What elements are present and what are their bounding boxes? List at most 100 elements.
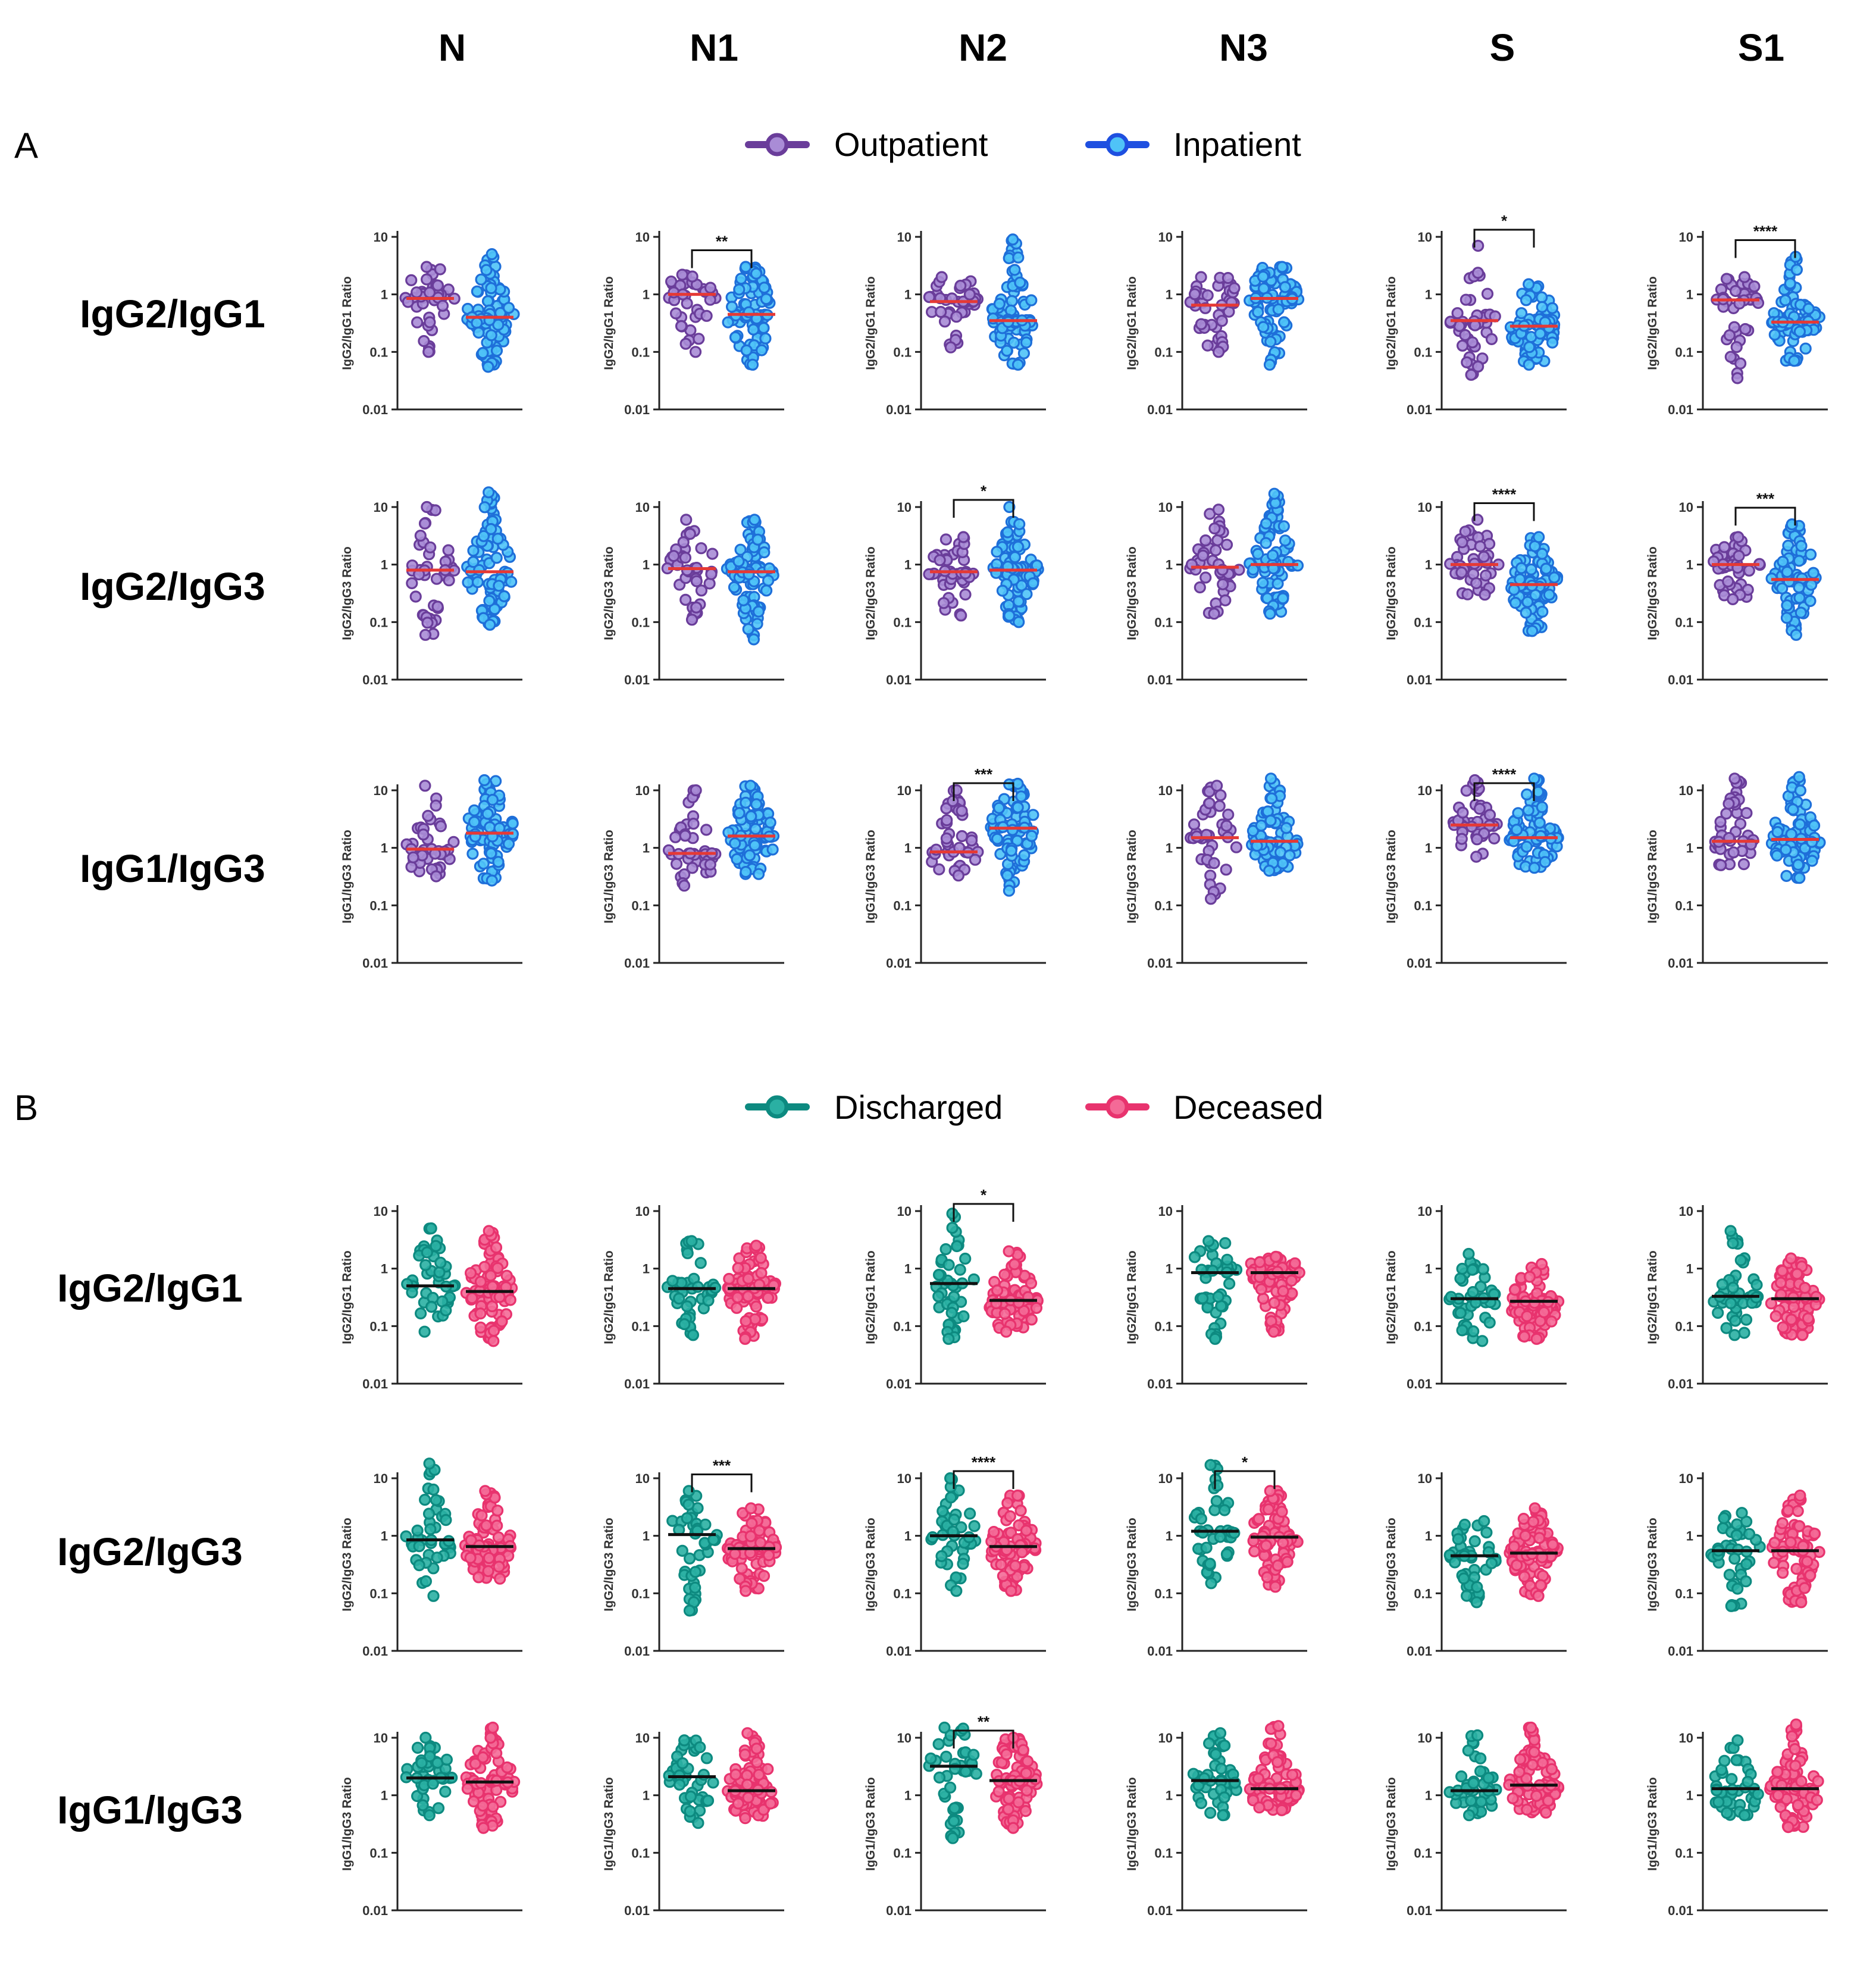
group1-point (1471, 1729, 1484, 1742)
group1-point (1718, 1512, 1730, 1525)
group1-point (1743, 564, 1755, 577)
y-tick-label: 1 (1166, 287, 1173, 302)
group2-point (490, 552, 503, 564)
group1-point (416, 1799, 429, 1812)
y-tick-label: 1 (904, 841, 912, 856)
group2-point (732, 1797, 744, 1810)
group2-point (733, 807, 746, 819)
group2-point (1523, 1271, 1536, 1283)
y-tick-label: 0.1 (1414, 1319, 1432, 1334)
group1-point (1199, 571, 1212, 584)
group1-point (1750, 1278, 1763, 1291)
group2-point (729, 1547, 741, 1560)
group1-point (1195, 318, 1208, 330)
y-tick-label: 0.01 (1407, 1903, 1432, 1918)
group1-point (430, 870, 443, 883)
group2-point (1525, 563, 1537, 576)
group2-point (1015, 790, 1028, 803)
group2-point (1785, 1313, 1797, 1326)
group1-point (956, 830, 968, 843)
group2-point (1777, 1566, 1789, 1579)
group1-point (1723, 329, 1736, 342)
group1-point (1210, 1495, 1223, 1507)
y-axis-title: IgG2/IgG1 Ratio (1385, 1250, 1398, 1344)
group1-point (1208, 857, 1220, 869)
group1-point (952, 869, 965, 882)
group2-point (729, 837, 741, 850)
group1-point (687, 1329, 700, 1341)
group2-point (491, 1504, 504, 1517)
group2-point (740, 796, 752, 809)
y-tick-label: 0.01 (1147, 402, 1173, 417)
y-tick-label: 1 (1425, 287, 1432, 302)
column-header-s1: S1 (1738, 26, 1784, 69)
group1-point (1456, 1262, 1468, 1275)
group1-point (1466, 1263, 1479, 1276)
group2-point (1272, 1720, 1285, 1732)
y-tick-label: 10 (897, 1204, 912, 1219)
group2-point (1013, 616, 1025, 628)
group2-point (1276, 261, 1289, 273)
significance-bracket: **** (1473, 485, 1535, 521)
group2-point (1271, 1756, 1284, 1769)
y-tick-label: 10 (1158, 1471, 1173, 1486)
group1-point (1461, 588, 1474, 600)
group2-point (1793, 581, 1805, 594)
group2-point (735, 273, 747, 285)
group1-point (970, 1767, 982, 1780)
group2-point (1013, 518, 1026, 530)
group1-point (1455, 566, 1468, 579)
group2-point (1793, 592, 1806, 604)
group1-point (1459, 525, 1471, 538)
group1-point (690, 784, 702, 797)
y-tick-label: 0.1 (893, 898, 912, 913)
group1-point (417, 828, 430, 841)
group2-point (471, 317, 483, 329)
group2-point (1290, 1789, 1302, 1801)
group1-point (1208, 522, 1221, 535)
group2-point (755, 344, 768, 356)
y-tick-label: 10 (635, 1471, 650, 1486)
group1-point (421, 617, 434, 629)
group2-point (1790, 264, 1803, 276)
y-tick-label: 0.01 (362, 956, 388, 971)
group1-point (670, 858, 683, 870)
group2-point (1263, 358, 1276, 371)
group1-point (939, 533, 953, 546)
group2-point (1025, 1277, 1038, 1290)
group1-point (1211, 1479, 1224, 1492)
group2-point (1001, 869, 1014, 882)
y-tick-label: 1 (381, 287, 388, 302)
group1-point (1724, 351, 1737, 363)
group1-point (1474, 540, 1486, 553)
group1-point (689, 1581, 701, 1594)
y-tick-label: 0.01 (624, 1644, 650, 1659)
group1-point (707, 1776, 719, 1789)
group2-point (729, 331, 742, 343)
group2-point (1011, 540, 1025, 553)
group1-point (1463, 1809, 1476, 1822)
group1-point (1731, 1734, 1744, 1747)
y-tick-label: 0.01 (886, 672, 912, 687)
group2-point (484, 618, 496, 631)
group2-point (1269, 1581, 1282, 1593)
group2-point (1508, 1540, 1520, 1553)
group2-point (485, 282, 497, 295)
y-tick-label: 0.1 (1675, 615, 1693, 630)
group1-point (957, 1310, 970, 1322)
row-headers-a: IgG2/IgG1 IgG2/IgG3 IgG1/IgG3 (80, 292, 265, 890)
group2-point (751, 533, 764, 546)
group2-point (480, 1519, 493, 1532)
group1-point (418, 1325, 431, 1338)
significance-stars: * (1242, 1453, 1248, 1471)
group1-point (946, 1222, 959, 1234)
y-tick-label: 0.01 (624, 1377, 650, 1391)
group1-point (411, 1524, 424, 1537)
y-tick-label: 1 (381, 1788, 388, 1803)
